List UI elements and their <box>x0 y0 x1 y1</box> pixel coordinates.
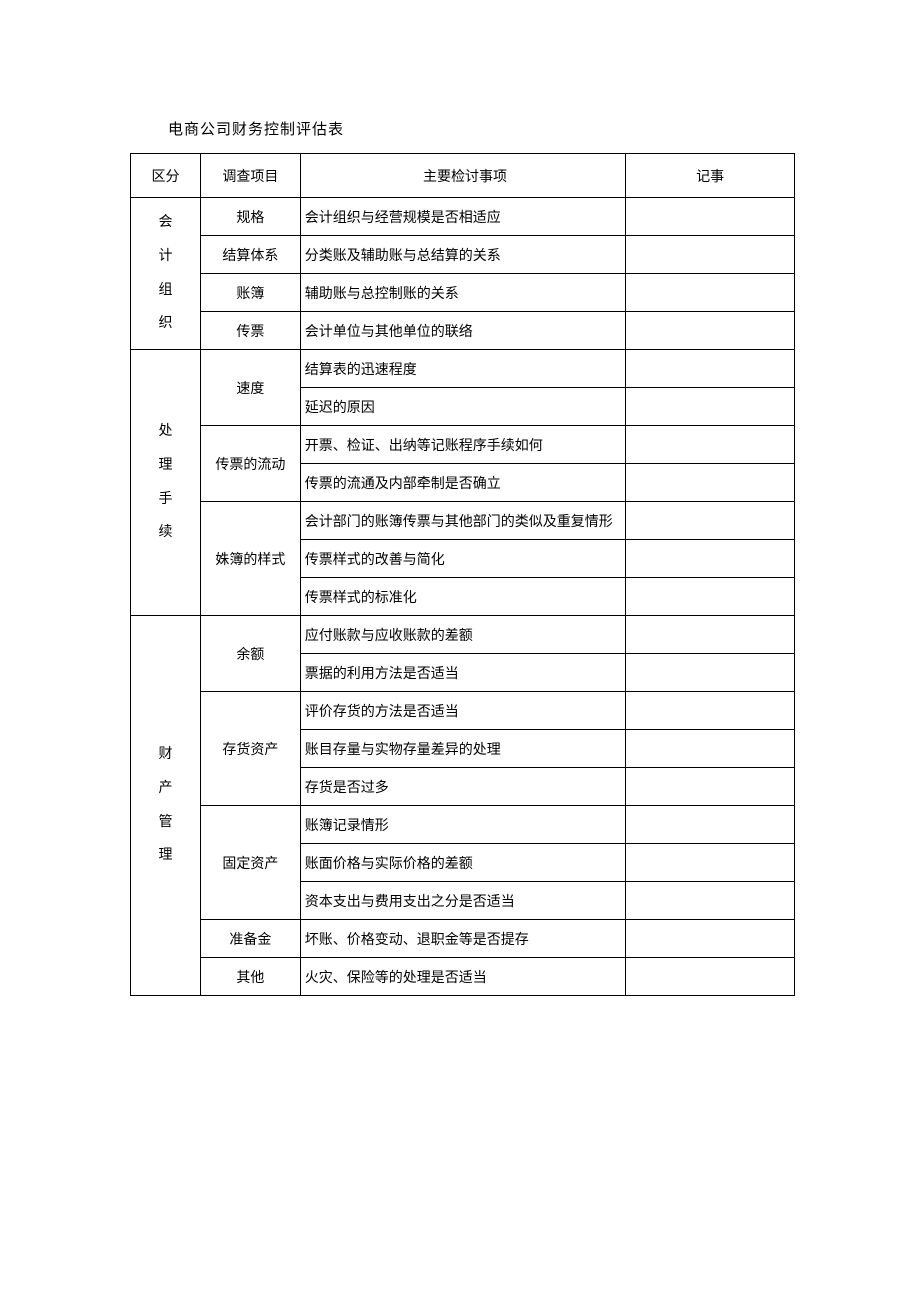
review-cell: 辅助账与总控制账的关系 <box>300 274 626 312</box>
notes-cell <box>626 312 795 350</box>
header-notes: 记事 <box>626 154 795 198</box>
table-row: 处理手续速度结算表的迅速程度 <box>131 350 795 388</box>
notes-cell <box>626 236 795 274</box>
review-cell: 会计部门的账簿传票与其他部门的类似及重复情形 <box>300 502 626 540</box>
notes-cell <box>626 540 795 578</box>
review-cell: 应付账款与应收账款的差额 <box>300 616 626 654</box>
review-cell: 传票样式的改善与简化 <box>300 540 626 578</box>
item-cell: 结算体系 <box>200 236 300 274</box>
notes-cell <box>626 806 795 844</box>
item-cell: 速度 <box>200 350 300 426</box>
notes-cell <box>626 426 795 464</box>
item-cell: 准备金 <box>200 920 300 958</box>
item-cell: 传票的流动 <box>200 426 300 502</box>
table-row: 准备金坏账、价格变动、退职金等是否提存 <box>131 920 795 958</box>
item-cell: 规格 <box>200 198 300 236</box>
review-cell: 结算表的迅速程度 <box>300 350 626 388</box>
notes-cell <box>626 464 795 502</box>
review-cell: 延迟的原因 <box>300 388 626 426</box>
table-row: 会计组织规格会计组织与经营规模是否相适应 <box>131 198 795 236</box>
notes-cell <box>626 654 795 692</box>
review-cell: 开票、检证、出纳等记账程序手续如何 <box>300 426 626 464</box>
table-row: 结算体系分类账及辅助账与总结算的关系 <box>131 236 795 274</box>
item-cell: 余额 <box>200 616 300 692</box>
review-cell: 账面价格与实际价格的差额 <box>300 844 626 882</box>
evaluation-table: 区分 调查项目 主要检讨事项 记事 会计组织规格会计组织与经营规模是否相适应结算… <box>130 153 795 996</box>
category-label: 处理手续 <box>131 415 200 549</box>
notes-cell <box>626 692 795 730</box>
review-cell: 票据的利用方法是否适当 <box>300 654 626 692</box>
category-cell: 处理手续 <box>131 350 201 616</box>
category-label: 财产管理 <box>131 738 200 872</box>
review-cell: 评价存货的方法是否适当 <box>300 692 626 730</box>
item-cell: 姝簿的样式 <box>200 502 300 616</box>
review-cell: 会计单位与其他单位的联络 <box>300 312 626 350</box>
table-row: 传票会计单位与其他单位的联络 <box>131 312 795 350</box>
notes-cell <box>626 350 795 388</box>
review-cell: 存货是否过多 <box>300 768 626 806</box>
category-cell: 财产管理 <box>131 616 201 996</box>
notes-cell <box>626 958 795 996</box>
item-cell: 固定资产 <box>200 806 300 920</box>
table-row: 传票的流动开票、检证、出纳等记账程序手续如何 <box>131 426 795 464</box>
review-cell: 火灾、保险等的处理是否适当 <box>300 958 626 996</box>
table-row: 财产管理余额应付账款与应收账款的差额 <box>131 616 795 654</box>
notes-cell <box>626 730 795 768</box>
review-cell: 账目存量与实物存量差异的处理 <box>300 730 626 768</box>
notes-cell <box>626 616 795 654</box>
notes-cell <box>626 920 795 958</box>
category-label: 会计组织 <box>131 206 200 340</box>
notes-cell <box>626 198 795 236</box>
item-cell: 其他 <box>200 958 300 996</box>
notes-cell <box>626 844 795 882</box>
notes-cell <box>626 768 795 806</box>
item-cell: 存货资产 <box>200 692 300 806</box>
header-item: 调查项目 <box>200 154 300 198</box>
review-cell: 资本支出与费用支出之分是否适当 <box>300 882 626 920</box>
table-row: 账簿辅助账与总控制账的关系 <box>131 274 795 312</box>
notes-cell <box>626 882 795 920</box>
review-cell: 坏账、价格变动、退职金等是否提存 <box>300 920 626 958</box>
category-cell: 会计组织 <box>131 198 201 350</box>
review-cell: 账簿记录情形 <box>300 806 626 844</box>
table-row: 固定资产账簿记录情形 <box>131 806 795 844</box>
review-cell: 传票样式的标准化 <box>300 578 626 616</box>
notes-cell <box>626 388 795 426</box>
table-row: 其他火灾、保险等的处理是否适当 <box>131 958 795 996</box>
header-category: 区分 <box>131 154 201 198</box>
table-row: 姝簿的样式会计部门的账簿传票与其他部门的类似及重复情形 <box>131 502 795 540</box>
notes-cell <box>626 578 795 616</box>
header-review: 主要检讨事项 <box>300 154 626 198</box>
review-cell: 传票的流通及内部牵制是否确立 <box>300 464 626 502</box>
item-cell: 传票 <box>200 312 300 350</box>
review-cell: 会计组织与经营规模是否相适应 <box>300 198 626 236</box>
notes-cell <box>626 274 795 312</box>
review-cell: 分类账及辅助账与总结算的关系 <box>300 236 626 274</box>
table-header-row: 区分 调查项目 主要检讨事项 记事 <box>131 154 795 198</box>
document-title: 电商公司财务控制评估表 <box>168 118 920 139</box>
notes-cell <box>626 502 795 540</box>
item-cell: 账簿 <box>200 274 300 312</box>
table-row: 存货资产评价存货的方法是否适当 <box>131 692 795 730</box>
